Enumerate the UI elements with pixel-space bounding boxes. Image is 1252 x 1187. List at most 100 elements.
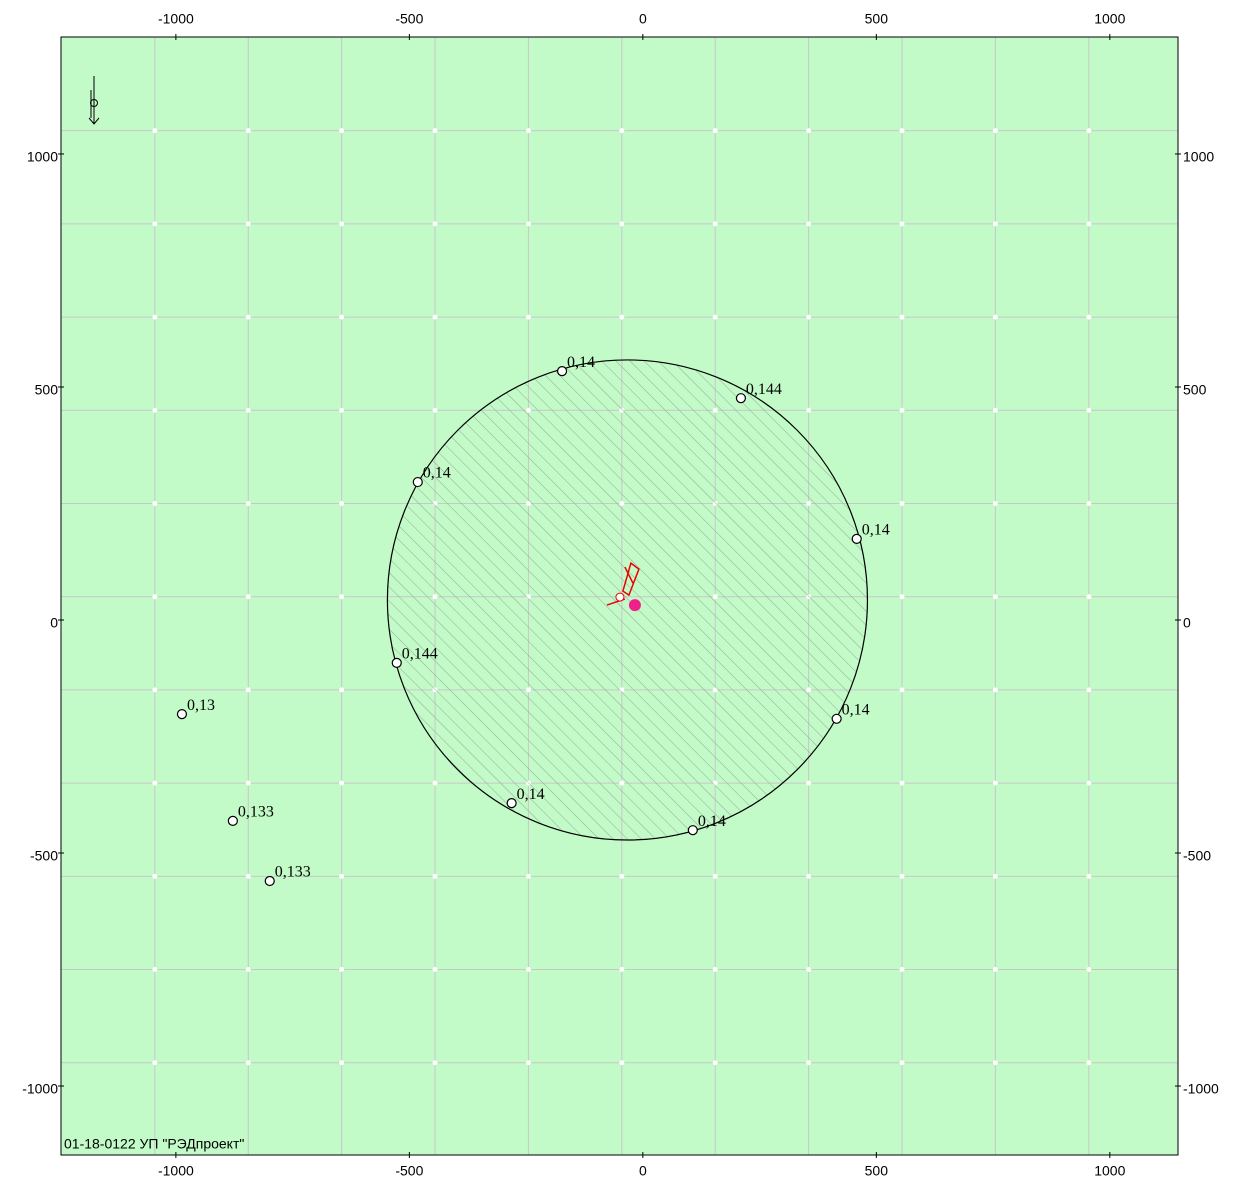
grid-node [806,407,812,413]
grid-node [525,1060,531,1066]
grid-node [152,1060,158,1066]
y-tick-label: 500 [35,382,59,398]
y-tick-label: 0 [1183,615,1191,631]
grid-node [992,128,998,134]
plot-border [60,36,1179,1156]
y-tick-label: -500 [30,848,58,864]
point-label: 0,14 [842,701,870,718]
y-tick-label: -500 [1183,848,1211,864]
grid-node [152,687,158,693]
grid-node [339,594,345,600]
grid-node [619,221,625,227]
x-tick-label: -500 [395,1163,423,1179]
grid-node [525,128,531,134]
grid-node [806,967,812,973]
grid-node [339,873,345,879]
grid-node [899,687,905,693]
grid-node [712,1060,718,1066]
grid-node [1086,873,1092,879]
grid-node [806,128,812,134]
grid-node [899,314,905,320]
grid-node [899,873,905,879]
grid-node [432,780,438,786]
grid-node [1086,967,1092,973]
grid-node [432,128,438,134]
point [831,713,842,724]
grid-node [1086,1060,1092,1066]
y-tick-label: 1000 [27,149,58,165]
grid-node [899,780,905,786]
grid-node [152,594,158,600]
grid-node [712,314,718,320]
x-tick-label: -500 [395,11,423,27]
x-tick-label: 1000 [1094,11,1125,27]
grid-node [1086,594,1092,600]
grid-node [992,873,998,879]
grid-node [152,128,158,134]
x-tick-label: 0 [639,11,647,27]
point [227,815,238,826]
grid-node [339,314,345,320]
grid-node [152,500,158,506]
grid-node [992,780,998,786]
grid-node [1086,407,1092,413]
grid-node [899,594,905,600]
grid-node [619,967,625,973]
x-tick-label: 500 [865,11,889,27]
grid-node [432,221,438,227]
point-label: 0,14 [698,813,726,830]
grid-node [245,687,251,693]
grid-node [899,407,905,413]
grid-node [806,873,812,879]
grid-node [712,873,718,879]
y-tick-label: 500 [1183,382,1207,398]
grid-node [992,1060,998,1066]
grid-node [712,128,718,134]
grid-node [992,314,998,320]
grid-node [525,873,531,879]
point [851,533,862,545]
north-arrow [88,76,100,125]
grid-node [992,967,998,973]
grid-node [245,500,251,506]
grid-node [152,314,158,320]
point [506,798,517,809]
point-label: 0,133 [275,864,311,881]
grid-node [245,780,251,786]
x-tick-label: -1000 [158,1163,194,1179]
point [735,393,747,404]
point [391,657,402,668]
grid-node [245,128,251,134]
point [264,875,275,887]
grid-node [432,873,438,879]
grid-node [899,128,905,134]
grid-node [525,967,531,973]
grid-node [619,128,625,134]
point-label: 0,144 [402,646,438,663]
grid-node [339,967,345,973]
source [628,599,641,612]
point-label: 0,14 [517,786,545,803]
grid-node [992,407,998,413]
grid-node [619,1060,625,1066]
grid-node [152,967,158,973]
grid-node [339,407,345,413]
grid-node [152,780,158,786]
grid-node [339,500,345,506]
grid-node [1086,128,1092,134]
point [687,825,698,836]
grid-node [712,967,718,973]
grid-node [899,967,905,973]
point-label: 0,14 [423,465,451,482]
grid-node [245,407,251,413]
x-tick-label: 0 [639,1163,647,1179]
grid-node [899,1060,905,1066]
point-label: 0,13 [187,697,215,714]
source-inner [615,592,625,602]
grid-node [432,314,438,320]
grid-node [339,128,345,134]
credit: 01-18-0122 УП "РЭДпроект" [64,1136,244,1152]
grid-node [1086,221,1092,227]
grid-node [432,1060,438,1066]
